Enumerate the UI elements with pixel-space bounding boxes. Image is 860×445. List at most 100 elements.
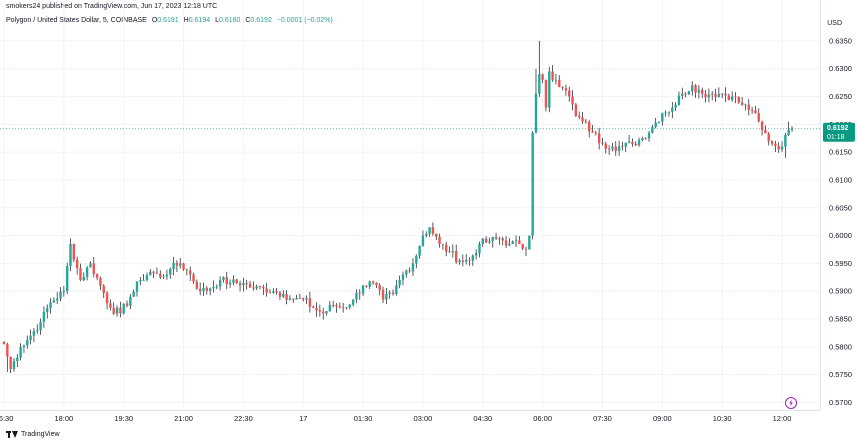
candle-body xyxy=(195,281,199,289)
time-tick-label: 04:30 xyxy=(473,414,492,423)
candle-body xyxy=(218,280,222,287)
candle-body xyxy=(222,277,225,281)
candle-body xyxy=(674,104,677,108)
candle-body xyxy=(268,292,272,294)
candle-body xyxy=(188,270,192,275)
candle-body xyxy=(182,263,185,270)
candle-body xyxy=(454,250,458,263)
candle-body xyxy=(29,335,32,340)
candle-body xyxy=(115,307,119,314)
candle-body xyxy=(278,292,282,297)
candle-body xyxy=(315,307,318,311)
candle-body xyxy=(607,148,611,150)
price-tick-label: 0.6100 xyxy=(829,175,852,184)
change-value: −0.0001 (−0.02%) xyxy=(276,17,333,24)
candle-body xyxy=(355,292,358,300)
candle-body xyxy=(262,287,265,289)
candle-body xyxy=(65,266,69,292)
candle-body xyxy=(757,113,760,122)
candle-body xyxy=(774,143,777,146)
candle-body xyxy=(99,277,102,286)
price-tick-label: 0.6000 xyxy=(829,231,852,240)
candle-body xyxy=(325,311,328,314)
candle-body xyxy=(578,115,581,118)
tradingview-logo[interactable]: TradingView xyxy=(6,431,60,438)
candle-body xyxy=(285,293,288,300)
candle-body xyxy=(331,304,335,306)
candle-body xyxy=(621,146,624,148)
published-by-header: smokers24 published on TradingView.com, … xyxy=(6,3,218,10)
candle-body xyxy=(139,280,142,282)
candle-body xyxy=(597,133,601,144)
high-label: H xyxy=(183,17,189,24)
candle-body xyxy=(385,293,388,300)
candle-body xyxy=(544,79,548,108)
candle-body xyxy=(112,307,115,314)
candle-body xyxy=(571,96,574,105)
candle-body xyxy=(634,143,637,146)
candle-body xyxy=(405,270,408,275)
low-value: 0.6180 xyxy=(218,17,241,24)
candle-body xyxy=(302,298,305,300)
candle-body xyxy=(145,275,149,281)
candle-body xyxy=(458,260,461,263)
candle-body xyxy=(149,271,152,276)
candle-body xyxy=(521,243,524,249)
candle-body xyxy=(584,121,588,123)
candle-body xyxy=(574,104,578,116)
candle-body xyxy=(448,251,451,253)
candle-body xyxy=(365,285,368,287)
candle-body xyxy=(471,255,475,261)
candle-body xyxy=(714,93,717,98)
last-price-value: 0.6192 xyxy=(827,125,849,132)
candle-body xyxy=(531,132,534,236)
candle-body xyxy=(298,297,302,299)
candle-body xyxy=(750,110,754,111)
time-tick-label: 16:30 xyxy=(0,414,13,423)
candle-body xyxy=(528,235,531,250)
candle-body xyxy=(428,227,431,234)
candle-body xyxy=(378,285,381,290)
candle-body xyxy=(308,298,312,307)
candle-body xyxy=(245,282,248,284)
price-tick-label: 0.5800 xyxy=(829,342,852,351)
candle-body xyxy=(641,138,644,141)
candle-body xyxy=(401,274,405,280)
candle-body xyxy=(754,110,757,114)
candle-body xyxy=(162,276,165,278)
candle-body xyxy=(518,240,521,244)
candle-body xyxy=(647,132,651,139)
candle-body xyxy=(69,243,72,267)
symbol-legend[interactable]: Polygon / United States Dollar, 5, COINB… xyxy=(6,17,333,24)
candle-body xyxy=(232,279,235,283)
close-label: C xyxy=(245,17,251,24)
price-tick-label: 0.5750 xyxy=(829,370,852,379)
candle-body xyxy=(760,121,764,130)
candle-body xyxy=(122,303,125,314)
candle-body xyxy=(255,286,258,289)
candle-body xyxy=(391,292,395,294)
currency-label[interactable]: USD xyxy=(827,20,842,27)
candle-body xyxy=(421,235,425,247)
candle-body xyxy=(661,113,664,122)
candle-body xyxy=(657,121,661,123)
candle-body xyxy=(671,107,674,112)
time-tick-label: 10:30 xyxy=(713,414,732,423)
candle-body xyxy=(179,263,182,266)
symbol-name: Polygon / United States Dollar, 5, COINB… xyxy=(6,17,147,24)
price-tick-label: 0.5850 xyxy=(829,315,852,324)
candle-body xyxy=(681,93,684,96)
candle-body xyxy=(235,279,238,284)
candle-body xyxy=(82,276,85,281)
lightning-icon[interactable] xyxy=(785,397,797,409)
candle-body xyxy=(511,241,514,244)
candle-body xyxy=(594,132,598,134)
candle-body xyxy=(501,238,504,241)
candle-body xyxy=(780,146,784,150)
candle-body xyxy=(694,85,697,93)
candle-body xyxy=(125,303,129,306)
candle-body xyxy=(26,339,29,346)
candle-body xyxy=(119,307,122,314)
candle-body xyxy=(508,243,511,246)
